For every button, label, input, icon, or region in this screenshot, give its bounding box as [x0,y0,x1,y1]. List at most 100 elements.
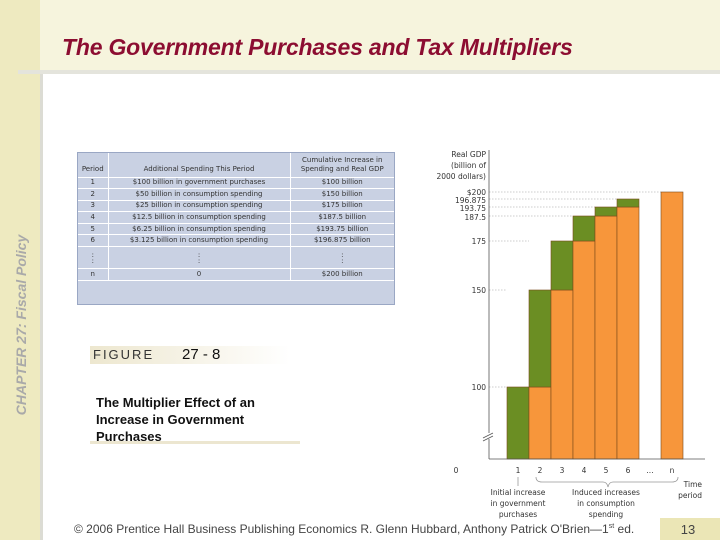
chapter-label: CHAPTER 27: Fiscal Policy [13,234,29,416]
table-row: 6 $3.125 billion in consumption spending… [78,234,394,248]
svg-text:0: 0 [454,466,459,475]
table-row: 3 $25 billion in consumption spending $1… [78,200,394,213]
header-cumulative-increase: Cumulative Increase in Spending and Real… [289,153,394,178]
svg-text:$200: $200 [467,188,486,197]
cell-spending: $50 billion in consumption spending [107,188,290,201]
svg-text:175: 175 [472,237,487,246]
svg-text:100: 100 [472,383,487,392]
cell-cumulative: $200 billion [289,268,394,281]
bar-5-orange [594,215,618,460]
svg-text:Initial increase: Initial increase [491,488,546,497]
figure-underline [90,441,300,444]
figure-label: FIGURE [93,347,155,362]
bar-2-orange [528,386,552,460]
bar-2-green [528,289,552,388]
header-additional-spending: Additional Spending This Period [107,153,290,178]
svg-text:150: 150 [472,286,487,295]
multiplier-table: Period Additional Spending This Period C… [77,152,395,305]
page-number: 13 [680,522,696,537]
svg-text:in government: in government [491,499,546,508]
table-row-ellipsis: :: :: :: [78,246,394,270]
cell-spending: $100 billion in government purchases [107,177,290,190]
cell-period: 3 [78,200,108,213]
axis-break-icon [482,432,494,442]
svg-text:2000 dollars): 2000 dollars) [436,172,486,181]
title-band-shadow [18,70,720,74]
svg-text:spending: spending [589,510,624,519]
figure-number: 27 - 8 [182,346,221,363]
svg-text:196.875: 196.875 [455,196,486,205]
induced-increases-brace [535,476,679,488]
svg-text:(billion of: (billion of [451,161,486,170]
svg-text:Induced increases: Induced increases [572,488,640,497]
figure-caption: The Multiplier Effect of an Increase in … [96,395,255,444]
bar-4-orange [572,240,596,460]
table-row: 4 $12.5 billion in consumption spending … [78,211,394,224]
bar-3-orange [550,289,574,460]
svg-text:Real GDP: Real GDP [451,150,486,159]
induced-increases-annotation: Induced increases in consumption spendin… [572,488,640,519]
cell-period: n [78,268,108,281]
svg-text:1: 1 [516,466,521,475]
cell-spending: $12.5 billion in consumption spending [107,211,290,224]
cell-cumulative: $150 billion [289,188,394,201]
table-row: 5 $6.25 billion in consumption spending … [78,223,394,236]
title-band [40,0,720,70]
cell-period: 5 [78,223,108,236]
table-header-row: Period Additional Spending This Period C… [78,153,394,178]
bar-n-orange [660,191,684,460]
cell-period: 1 [78,177,108,190]
bar-6-green [616,198,640,208]
cell-period: 2 [78,188,108,201]
footer-sup: st [608,523,615,530]
cell-spending: $25 billion in consumption spending [107,200,290,213]
cell-cumulative: :: [289,246,394,270]
cell-cumulative: $196.875 billion [289,234,394,248]
x-tick-labels: 0 1 2 3 4 5 6 ... n [454,466,675,475]
axes [488,150,705,460]
svg-text:6: 6 [626,466,631,475]
svg-text:187.5: 187.5 [465,213,487,222]
footer-copyright: © 2006 Prentice Hall Business Publishing… [74,522,634,536]
initial-increase-annotation: Initial increase in government purchases [491,488,546,519]
bar-6-orange [616,206,640,460]
guide-lines [489,191,661,388]
cell-spending: 0 [107,268,290,281]
bar-5-green [594,206,618,217]
cell-period: 4 [78,211,108,224]
svg-text:193.75: 193.75 [460,204,486,213]
cell-period: 6 [78,234,108,248]
y-axis-title: Real GDP (billion of 2000 dollars) [436,150,486,181]
bars [506,191,684,460]
bar-4-green [572,215,596,242]
svg-text:...: ... [646,466,653,475]
footer-suffix: ed. [614,522,635,536]
footer-text: © 2006 Prentice Hall Business Publishing… [74,522,609,536]
cell-cumulative: $100 billion [289,177,394,190]
svg-text:5: 5 [604,466,609,475]
svg-text:2: 2 [538,466,543,475]
table-row: 1 $100 billion in government purchases $… [78,177,394,190]
cell-spending: $3.125 billion in consumption spending [107,234,290,248]
cell-spending: :: [107,246,290,270]
cell-cumulative: $175 billion [289,200,394,213]
page-number-box [660,518,720,540]
bar-1-green [506,386,530,460]
multiplier-bar-chart: Real GDP (billion of 2000 dollars) $200 … [436,150,705,519]
left-decor-bar [0,0,40,540]
slide-title: The Government Purchases and Tax Multipl… [62,34,573,60]
svg-text:in consumption: in consumption [577,499,635,508]
svg-text:Time: Time [683,480,703,489]
cell-spending: $6.25 billion in consumption spending [107,223,290,236]
svg-text:n: n [670,466,675,475]
svg-text:4: 4 [582,466,587,475]
cell-period: :: [78,246,108,270]
svg-text:purchases: purchases [499,510,537,519]
svg-text:3: 3 [560,466,565,475]
cell-cumulative: $187.5 billion [289,211,394,224]
table-row: n 0 $200 billion [78,268,394,281]
y-tick-labels: $200 196.875 193.75 187.5 175 150 100 [455,188,486,392]
bar-3-green [550,240,574,291]
table-row: 2 $50 billion in consumption spending $1… [78,188,394,201]
figure-label-band [90,346,290,364]
